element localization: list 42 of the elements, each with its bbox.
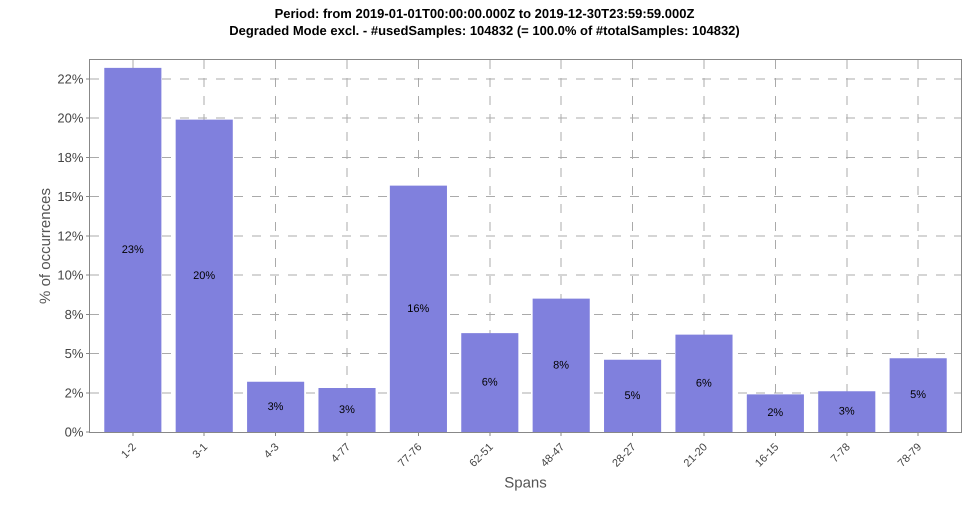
- data-label: 6%: [482, 376, 498, 389]
- bar: [890, 358, 947, 432]
- data-label: 3%: [268, 400, 284, 413]
- data-label: 8%: [553, 359, 570, 372]
- y-tick-label: 8%: [64, 306, 84, 322]
- bar: [390, 186, 447, 432]
- y-tick-label: 22%: [57, 71, 84, 86]
- chart-title: Period: from 2019-01-01T00:00:00.000Z to 2019-12-30T23:59:59.000Z: [274, 6, 694, 21]
- bar: [461, 333, 518, 432]
- data-label: 3%: [338, 404, 356, 416]
- bar: [532, 298, 590, 432]
- bar: [746, 394, 804, 432]
- bar: [176, 120, 233, 432]
- bar: [318, 388, 376, 432]
- y-tick-label: 12%: [57, 228, 84, 244]
- data-label: 2%: [767, 407, 784, 420]
- y-axis-title: % of occurrences: [37, 188, 54, 304]
- data-label: 16%: [407, 302, 430, 315]
- x-tick-label: 1-2: [119, 441, 139, 461]
- x-tick-label: 3-1: [190, 441, 210, 461]
- data-label: 6%: [696, 377, 712, 390]
- bar: [604, 360, 662, 432]
- data-label: 5%: [624, 390, 641, 402]
- bar: [247, 382, 304, 432]
- x-tick-label: 4-3: [262, 441, 282, 461]
- x-axis-title: Spans: [504, 474, 547, 492]
- data-label: 23%: [122, 244, 144, 256]
- x-tick-label: 7-78: [828, 441, 853, 466]
- y-tick-label: 2%: [64, 385, 84, 400]
- data-label: 3%: [838, 406, 855, 418]
- bar: [818, 391, 876, 432]
- y-tick-label: 15%: [57, 189, 84, 204]
- bar: [104, 68, 162, 432]
- bar: [675, 334, 733, 432]
- y-tick-label: 20%: [57, 110, 84, 126]
- data-label: 20%: [193, 270, 216, 282]
- y-tick-label: 10%: [57, 268, 84, 283]
- data-label: 5%: [910, 389, 926, 402]
- y-tick-label: 18%: [57, 150, 84, 165]
- y-tick-label: 5%: [64, 346, 84, 362]
- chart-subtitle: Degraded Mode excl. - #usedSamples: 104832 (= 100.0% of #totalSamples: 104832): [229, 22, 740, 38]
- y-tick-label: 0%: [64, 424, 84, 440]
